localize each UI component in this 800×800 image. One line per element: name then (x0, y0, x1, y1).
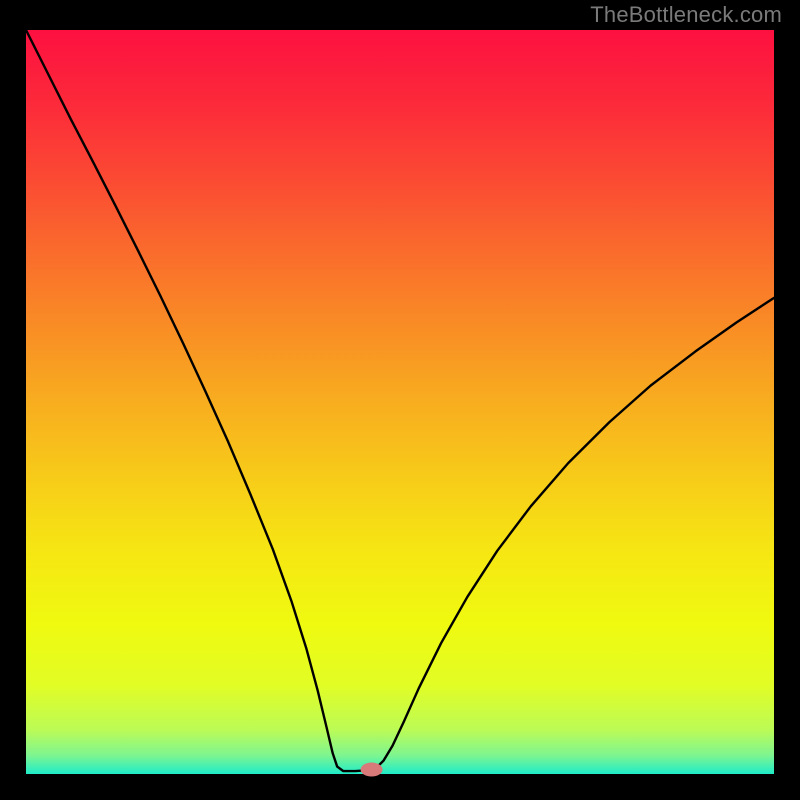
plot-background (26, 30, 774, 774)
minimum-marker (361, 763, 383, 777)
bottleneck-curve-chart (0, 0, 800, 800)
chart-container: { "watermark": { "text": "TheBottleneck.… (0, 0, 800, 800)
